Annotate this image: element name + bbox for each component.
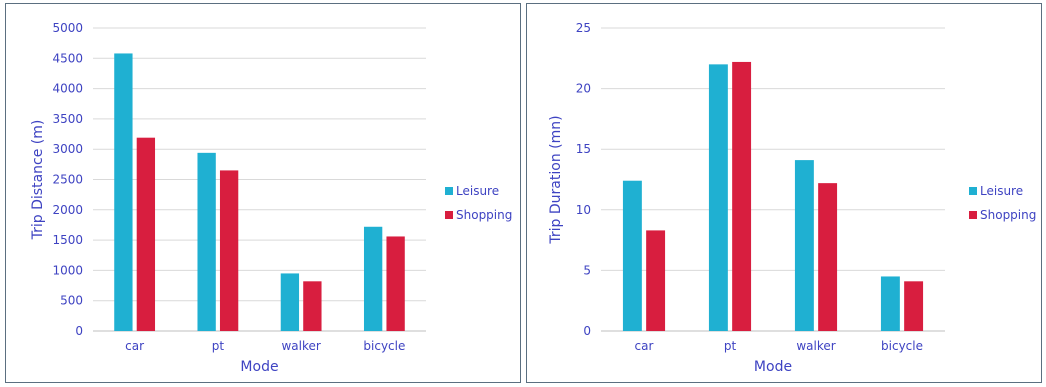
x-axis-title: Mode bbox=[240, 359, 278, 375]
trip-duration-chart: 0 5 10 15 20 25 car pt walker bicycle Mode Trip Dur… bbox=[548, 21, 1036, 375]
bar-leisure-bicycle bbox=[363, 226, 383, 331]
legend-label-shopping: Shopping bbox=[456, 208, 512, 222]
trip-duration-chart-panel: 0 5 10 15 20 25 car pt walker bicycle Mode Trip Dur… bbox=[526, 3, 1042, 383]
y-tick-label: 20 bbox=[576, 82, 591, 96]
bar-leisure-bicycle bbox=[880, 276, 900, 331]
legend-swatch-shopping bbox=[445, 211, 453, 219]
y-tick-label: 0 bbox=[75, 324, 83, 338]
bar-shopping-car bbox=[646, 230, 666, 331]
legend-swatch-leisure bbox=[969, 187, 977, 195]
bar-leisure-pt bbox=[708, 64, 728, 332]
y-tick-label: 5000 bbox=[52, 21, 83, 35]
x-tick-label: walker bbox=[281, 339, 320, 353]
y-axis-title: Trip Distance (m) bbox=[30, 120, 46, 241]
y-tick-label: 4500 bbox=[52, 51, 83, 65]
bar-leisure-pt bbox=[197, 152, 216, 331]
y-tick-label: 3500 bbox=[52, 112, 83, 126]
y-tick-label: 5 bbox=[583, 263, 591, 277]
legend-swatch-shopping bbox=[969, 211, 977, 219]
y-tick-label: 2500 bbox=[52, 173, 83, 187]
trip-distance-chart: 0 500 1000 1500 2000 2500 3000 3500 4000 4500 5000… bbox=[30, 21, 512, 375]
bar-shopping-bicycle bbox=[386, 236, 405, 331]
y-tick-label: 500 bbox=[60, 294, 83, 308]
bar-shopping-pt bbox=[732, 61, 752, 331]
bar-leisure-walker bbox=[794, 160, 814, 331]
bar-shopping-bicycle bbox=[904, 281, 924, 331]
bar-shopping-walker bbox=[818, 183, 838, 331]
x-tick-label: walker bbox=[796, 339, 835, 353]
y-tick-label: 1000 bbox=[52, 263, 83, 277]
x-tick-label: bicycle bbox=[363, 339, 405, 353]
bar-shopping-walker bbox=[303, 281, 322, 331]
x-tick-label: bicycle bbox=[881, 339, 923, 353]
legend-label-leisure: Leisure bbox=[456, 184, 499, 198]
y-tick-label: 0 bbox=[583, 324, 591, 338]
x-tick-label: car bbox=[125, 339, 144, 353]
x-axis-title: Mode bbox=[754, 359, 792, 375]
bar-leisure-car bbox=[622, 180, 642, 331]
x-tick-label: pt bbox=[724, 339, 737, 353]
y-tick-label: 25 bbox=[576, 21, 591, 35]
bar-shopping-pt bbox=[219, 170, 239, 331]
bar-shopping-car bbox=[136, 137, 156, 331]
y-axis-title: Trip Duration (mn) bbox=[548, 115, 564, 244]
y-tick-label: 4000 bbox=[52, 82, 83, 96]
bar-leisure-car bbox=[114, 53, 133, 331]
legend-swatch-leisure bbox=[445, 187, 453, 195]
y-tick-label: 10 bbox=[576, 203, 591, 217]
y-tick-label: 15 bbox=[576, 142, 591, 156]
x-tick-label: pt bbox=[212, 339, 225, 353]
legend-label-shopping: Shopping bbox=[980, 208, 1036, 222]
y-tick-label: 2000 bbox=[52, 203, 83, 217]
y-tick-label: 1500 bbox=[52, 233, 83, 247]
legend-label-leisure: Leisure bbox=[980, 184, 1023, 198]
bar-leisure-walker bbox=[280, 273, 300, 331]
y-tick-label: 3000 bbox=[52, 142, 83, 156]
trip-distance-chart-panel: 0 500 1000 1500 2000 2500 3000 3500 4000 4500 5000… bbox=[5, 3, 521, 383]
x-tick-label: car bbox=[635, 339, 654, 353]
